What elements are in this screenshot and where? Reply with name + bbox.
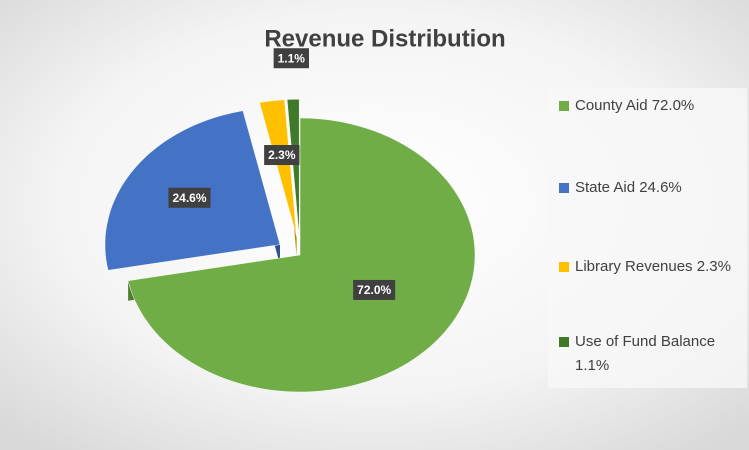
data-label: 72.0%	[357, 283, 391, 297]
legend-name: Library Revenues	[575, 258, 693, 275]
legend-box	[548, 88, 747, 388]
legend-swatch	[559, 337, 569, 347]
data-label: 1.1%	[278, 51, 306, 65]
legend-name: Use of Fund Balance	[575, 333, 715, 350]
data-label: 2.3%	[268, 148, 296, 162]
legend-swatch	[559, 183, 569, 193]
legend-name: State Aid	[575, 179, 635, 196]
legend-swatch	[559, 262, 569, 272]
legend-label: Library Revenues 2.3%	[575, 258, 731, 275]
pie-slice	[127, 117, 476, 393]
legend-label: State Aid 24.6%	[575, 179, 682, 196]
legend-value: 72.0%	[652, 97, 695, 114]
data-label-box	[273, 48, 309, 69]
legend-label: County Aid 72.0%	[575, 97, 694, 114]
legend-label: Use of Fund Balance 1.1%	[575, 333, 719, 374]
pie-slice	[286, 98, 300, 237]
pie-slice	[259, 99, 297, 237]
data-label-box	[264, 145, 300, 166]
legend-value: 2.3%	[697, 258, 731, 275]
data-label: 24.6%	[172, 191, 206, 205]
legend-swatch	[559, 101, 569, 111]
data-label-box	[353, 279, 396, 300]
legend-value: 24.6%	[639, 179, 682, 196]
legend-name: County Aid	[575, 97, 648, 114]
chart-title: Revenue Distribution	[264, 25, 505, 52]
data-label-box	[168, 187, 211, 208]
legend-value: 1.1%	[575, 357, 609, 374]
